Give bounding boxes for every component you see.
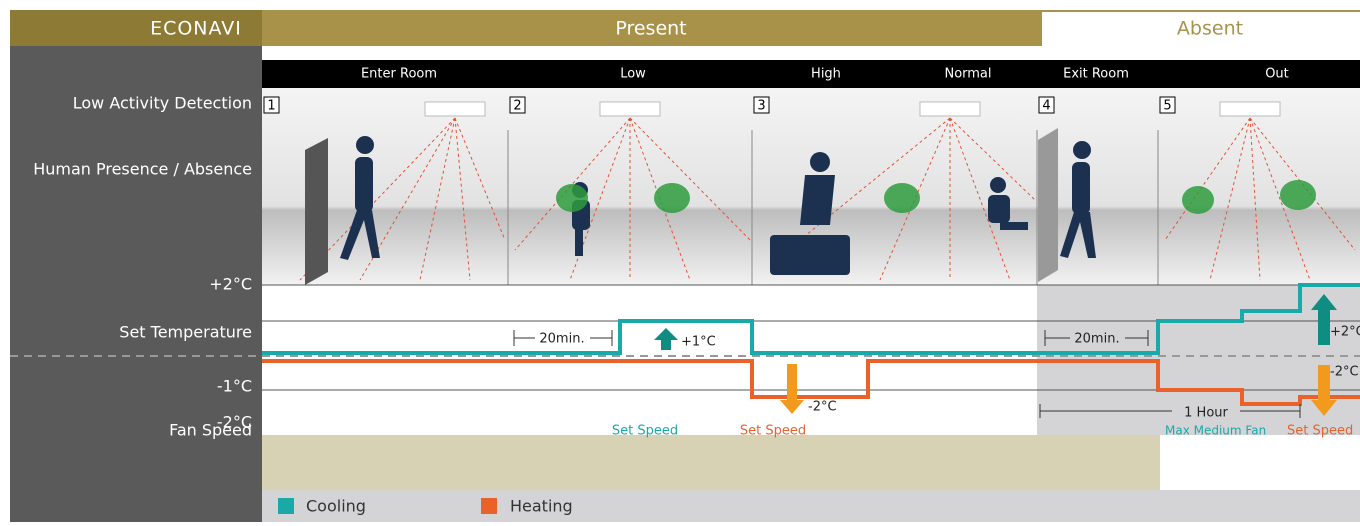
- stage-label: High: [811, 67, 841, 82]
- legend-label: Cooling: [306, 497, 366, 516]
- fan-label: Set Speed: [740, 424, 806, 439]
- fan-label: Set Speed: [612, 424, 678, 439]
- legend-swatch: [481, 498, 497, 514]
- present-label: Present: [615, 18, 686, 40]
- annotation: +2°C: [1330, 325, 1360, 340]
- fan-label: Max Medium Fan: [1165, 424, 1266, 438]
- fan-row-absent: [1160, 435, 1360, 490]
- scene-number: 1: [267, 99, 275, 114]
- row-label: Set Temperature: [119, 323, 252, 342]
- row-label: Low Activity Detection: [73, 94, 252, 113]
- absent-label: Absent: [1177, 18, 1243, 40]
- stage-label: Exit Room: [1063, 67, 1129, 82]
- legend-row: [262, 490, 1360, 522]
- legend-label: Heating: [510, 497, 573, 516]
- annotation: +1°C: [681, 335, 716, 350]
- row-label: Human Presence / Absence: [33, 160, 252, 179]
- brand: ECONAVI: [150, 18, 242, 40]
- stage-label: Out: [1265, 67, 1289, 82]
- annotation: -2°C: [808, 400, 837, 415]
- stage-label: Normal: [944, 67, 991, 82]
- stage-label: Low: [620, 67, 646, 82]
- annotation: 20min.: [1074, 332, 1119, 347]
- econavi-diagram: ECONAVI Present Absent Enter Room Low Hi…: [0, 0, 1360, 522]
- legend-swatch: [278, 498, 294, 514]
- scene-number: 4: [1042, 99, 1050, 114]
- scene-number: 2: [513, 99, 521, 114]
- fan-label: Set Speed: [1287, 424, 1353, 439]
- scene-number: 3: [757, 99, 765, 114]
- annotation: 20min.: [539, 332, 584, 347]
- annotation: -2°C: [1330, 365, 1359, 380]
- annotation: 1 Hour: [1184, 406, 1228, 421]
- row-label: +2°C: [209, 275, 252, 294]
- row-label: -1°C: [217, 377, 252, 396]
- stage-label: Enter Room: [361, 67, 437, 82]
- scene-number: 5: [1163, 99, 1171, 114]
- row-label: Fan Speed: [169, 421, 252, 440]
